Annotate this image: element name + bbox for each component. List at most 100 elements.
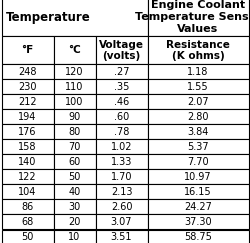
Bar: [148, 200, 248, 215]
Text: 70: 70: [68, 142, 81, 152]
Bar: [54, 229, 96, 243]
Text: 30: 30: [68, 202, 80, 212]
Text: 140: 140: [18, 157, 37, 167]
Bar: [148, 229, 248, 243]
Text: °F: °F: [22, 45, 34, 55]
Bar: [54, 95, 96, 110]
Text: 5.37: 5.37: [187, 142, 209, 152]
Bar: [2, 79, 54, 95]
Bar: [96, 200, 148, 215]
Bar: [54, 200, 96, 215]
Text: 212: 212: [18, 97, 37, 107]
Bar: [148, 110, 248, 124]
Bar: [96, 64, 148, 79]
Text: Voltage
(volts): Voltage (volts): [99, 40, 144, 61]
Bar: [96, 215, 148, 229]
Text: 230: 230: [18, 82, 37, 92]
Bar: [2, 0, 148, 36]
Bar: [54, 124, 96, 139]
Bar: [148, 184, 248, 200]
Bar: [2, 124, 54, 139]
Text: 1.18: 1.18: [187, 67, 209, 77]
Bar: [2, 229, 54, 243]
Text: 10: 10: [68, 232, 80, 242]
Text: 68: 68: [22, 217, 34, 227]
Bar: [148, 215, 248, 229]
Bar: [148, 36, 248, 64]
Text: 1.55: 1.55: [187, 82, 209, 92]
Text: 104: 104: [18, 187, 37, 197]
Text: 50: 50: [68, 172, 81, 182]
Text: 1.33: 1.33: [111, 157, 132, 167]
Bar: [2, 110, 54, 124]
Text: Temperature: Temperature: [6, 11, 90, 24]
Text: 3.07: 3.07: [111, 217, 132, 227]
Text: 158: 158: [18, 142, 37, 152]
Text: 1.70: 1.70: [111, 172, 132, 182]
Text: 58.75: 58.75: [184, 232, 212, 242]
Text: °C: °C: [68, 45, 81, 55]
Bar: [148, 79, 248, 95]
Text: .27: .27: [114, 67, 129, 77]
Text: 50: 50: [21, 232, 34, 242]
Bar: [54, 184, 96, 200]
Bar: [54, 155, 96, 170]
Bar: [54, 139, 96, 155]
Bar: [2, 64, 54, 79]
Text: 24.27: 24.27: [184, 202, 212, 212]
Bar: [2, 36, 54, 64]
Text: .78: .78: [114, 127, 129, 137]
Bar: [54, 110, 96, 124]
Bar: [96, 155, 148, 170]
Bar: [96, 124, 148, 139]
Bar: [96, 229, 148, 243]
Bar: [148, 139, 248, 155]
Bar: [96, 79, 148, 95]
Bar: [54, 170, 96, 184]
Bar: [2, 215, 54, 229]
Text: 120: 120: [65, 67, 84, 77]
Bar: [54, 215, 96, 229]
Bar: [2, 170, 54, 184]
Text: Resistance
(K ohms): Resistance (K ohms): [166, 40, 230, 61]
Text: 100: 100: [65, 97, 84, 107]
Text: 2.80: 2.80: [187, 112, 209, 122]
Text: .35: .35: [114, 82, 129, 92]
Bar: [2, 139, 54, 155]
Text: 2.60: 2.60: [111, 202, 132, 212]
Bar: [2, 155, 54, 170]
Bar: [96, 139, 148, 155]
Bar: [54, 79, 96, 95]
Bar: [2, 200, 54, 215]
Text: 10.97: 10.97: [184, 172, 212, 182]
Text: 2.07: 2.07: [187, 97, 209, 107]
Bar: [148, 124, 248, 139]
Bar: [96, 170, 148, 184]
Bar: [54, 64, 96, 79]
Bar: [148, 170, 248, 184]
Text: 176: 176: [18, 127, 37, 137]
Text: 86: 86: [22, 202, 34, 212]
Bar: [54, 36, 96, 64]
Bar: [96, 184, 148, 200]
Text: 37.30: 37.30: [184, 217, 212, 227]
Text: 60: 60: [68, 157, 80, 167]
Text: 3.84: 3.84: [187, 127, 209, 137]
Text: 3.51: 3.51: [111, 232, 132, 242]
Text: 16.15: 16.15: [184, 187, 212, 197]
Bar: [148, 0, 248, 36]
Text: 7.70: 7.70: [187, 157, 209, 167]
Text: 248: 248: [18, 67, 37, 77]
Text: 2.13: 2.13: [111, 187, 132, 197]
Text: 40: 40: [68, 187, 80, 197]
Bar: [96, 110, 148, 124]
Bar: [96, 95, 148, 110]
Text: 194: 194: [18, 112, 37, 122]
Bar: [2, 184, 54, 200]
Text: Engine Coolant
Temperature Sensor
Values: Engine Coolant Temperature Sensor Values: [134, 0, 250, 35]
Bar: [148, 155, 248, 170]
Bar: [2, 95, 54, 110]
Text: 110: 110: [65, 82, 84, 92]
Text: .46: .46: [114, 97, 129, 107]
Bar: [148, 95, 248, 110]
